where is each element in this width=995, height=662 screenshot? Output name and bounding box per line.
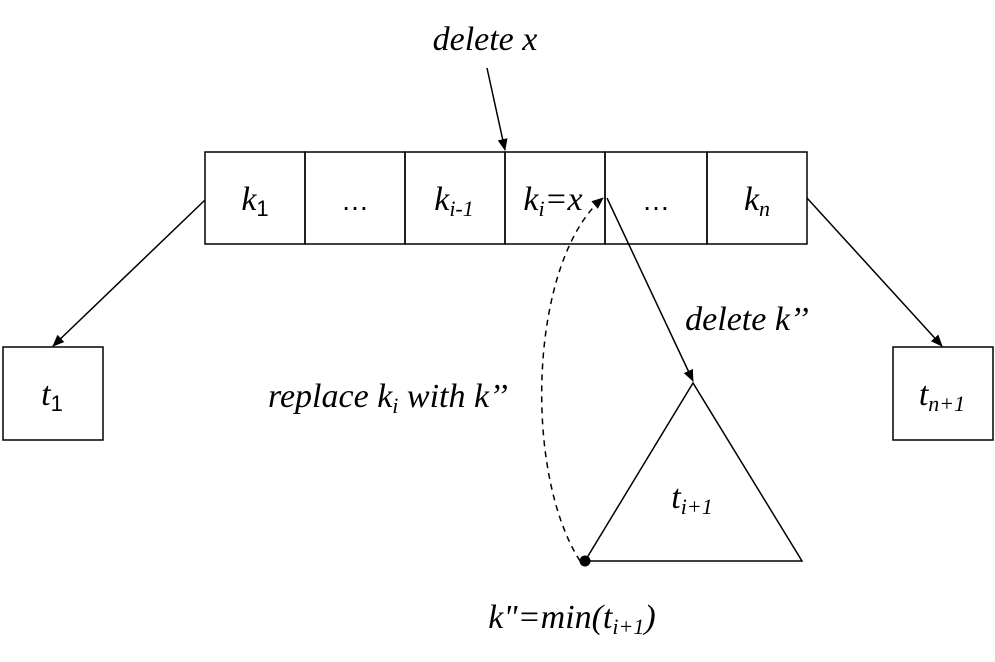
delete-x-arrow — [486, 67, 508, 151]
delete-x-label: delete x — [433, 21, 538, 58]
key-label-ki: ki=x — [523, 181, 582, 221]
subtree-t1-label: t1 — [41, 376, 63, 416]
subtree-tn1 — [892, 346, 994, 441]
subtree-t1 — [2, 346, 104, 441]
key-label-ellipsis-left: … — [341, 185, 369, 216]
key-label-kn: kn — [744, 181, 770, 221]
min-label: k"=min(ti+1) — [488, 599, 655, 639]
edge-to-tn1 — [806, 197, 943, 347]
min-point — [579, 555, 591, 567]
key-label-ki-1: ki-1 — [434, 181, 474, 221]
subtree-tn1-label: tn+1 — [919, 376, 965, 416]
replace-arrow — [540, 197, 604, 562]
key-label-k1: k1 — [241, 181, 268, 221]
replace-label: replace ki with k’’ — [268, 378, 508, 418]
delete-k2-label: delete k’’ — [685, 301, 809, 338]
subtree-ti1-label: ti+1 — [671, 479, 712, 519]
key-label-ellipsis-right: … — [642, 185, 670, 216]
edge-to-t1 — [52, 199, 206, 347]
edge-to-ti1 — [606, 197, 694, 382]
btree-node — [204, 151, 808, 245]
subtree-ti1 — [583, 381, 804, 562]
